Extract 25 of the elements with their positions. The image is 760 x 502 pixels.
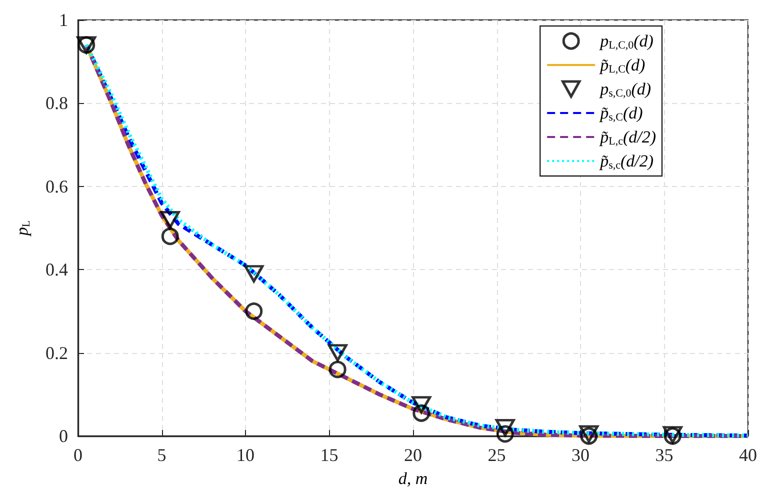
x-tick-label: 40 [739, 445, 757, 465]
point [244, 265, 264, 283]
x-tick-label: 0 [74, 445, 82, 465]
x-tick-label: 35 [655, 445, 674, 465]
y-tick-label: 0.4 [46, 260, 68, 280]
y-tick-label: 0.8 [46, 93, 68, 114]
point [412, 396, 432, 414]
point [328, 360, 346, 378]
x-tick-label: 25 [488, 445, 506, 465]
y-axis-title: pL [12, 220, 32, 237]
x-tick-label: 10 [236, 445, 254, 465]
y-tick-label: 0 [59, 426, 68, 446]
point [495, 418, 515, 436]
x-tick-label: 30 [572, 445, 590, 465]
point [160, 210, 180, 228]
point [328, 344, 348, 362]
point [245, 302, 263, 320]
x-tick-label: 20 [404, 445, 422, 465]
y-tick-label: 1 [59, 10, 68, 30]
y-tick-label: 0.6 [46, 176, 68, 196]
point [161, 228, 179, 246]
y-tick-label: 0.2 [46, 342, 68, 363]
x-tick-label: 15 [320, 445, 338, 465]
x-tick-label: 5 [157, 445, 166, 465]
x-axis-title: d, m [398, 469, 428, 488]
